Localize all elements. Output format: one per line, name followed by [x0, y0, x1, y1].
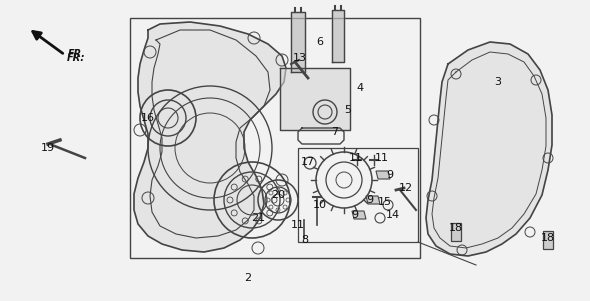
Text: 21: 21 [251, 213, 265, 223]
Polygon shape [426, 42, 552, 256]
Bar [130, 18, 420, 258]
Text: 18: 18 [541, 233, 555, 243]
Bar [543, 231, 553, 249]
Text: 5: 5 [345, 105, 352, 115]
Text: 18: 18 [449, 223, 463, 233]
Polygon shape [134, 22, 286, 252]
Polygon shape [352, 211, 366, 219]
Text: 4: 4 [356, 83, 363, 93]
Text: 2: 2 [244, 273, 251, 283]
Text: 19: 19 [41, 143, 55, 153]
Text: FR.: FR. [68, 49, 86, 59]
Text: 11: 11 [291, 220, 305, 230]
Text: 9: 9 [352, 210, 359, 220]
Text: 12: 12 [399, 183, 413, 193]
Text: FR.: FR. [67, 53, 85, 63]
Text: 8: 8 [301, 235, 309, 245]
Bar [451, 223, 461, 241]
Polygon shape [376, 171, 390, 179]
Polygon shape [291, 12, 305, 72]
Text: 7: 7 [332, 127, 339, 137]
Bar [298, 148, 418, 242]
Polygon shape [332, 10, 344, 62]
Text: 11: 11 [375, 153, 389, 163]
Text: 9: 9 [366, 195, 373, 205]
Text: 16: 16 [141, 113, 155, 123]
Text: 11: 11 [349, 153, 363, 163]
Text: 6: 6 [316, 37, 323, 47]
Text: 10: 10 [313, 200, 327, 210]
Polygon shape [366, 196, 380, 204]
Text: 3: 3 [494, 77, 501, 87]
Text: 20: 20 [271, 190, 285, 200]
Text: 17: 17 [301, 157, 315, 167]
Text: 14: 14 [386, 210, 400, 220]
Text: 13: 13 [293, 53, 307, 63]
Text: 15: 15 [378, 197, 392, 207]
Polygon shape [280, 68, 350, 130]
Text: 9: 9 [386, 170, 394, 180]
